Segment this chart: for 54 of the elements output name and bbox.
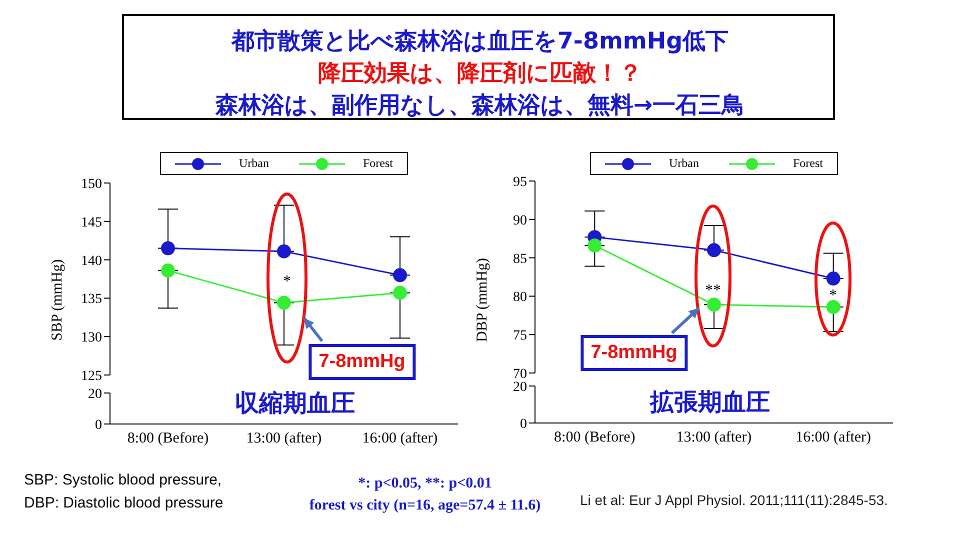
y-tick-label: 90 bbox=[513, 213, 527, 228]
point bbox=[161, 264, 175, 278]
y-tick-label: 75 bbox=[513, 328, 527, 344]
chart-title: 都市散策と比べ森林浴は血圧を7-8mmHg低下 bbox=[231, 28, 729, 56]
point bbox=[161, 241, 175, 256]
y-tick-label: 70 bbox=[513, 366, 527, 382]
text: *: p<0.05, **: p<0.01 bbox=[358, 476, 492, 492]
legend-label: Urban bbox=[239, 156, 269, 171]
y-tick-label: 80 bbox=[513, 290, 527, 306]
point bbox=[707, 298, 721, 312]
annotation: ** bbox=[705, 282, 721, 300]
x-tick-label: 8:00 (Before) bbox=[127, 430, 209, 447]
y-tick-label: 130 bbox=[81, 330, 102, 346]
text: 森林浴は、副作用なし、森林浴は、無料→一石三鳥 bbox=[215, 92, 745, 120]
text: DBP: Diastolic blood pressure bbox=[24, 494, 224, 512]
point bbox=[393, 286, 407, 300]
y-tick-label: 125 bbox=[81, 368, 102, 384]
legend-label: Urban bbox=[669, 156, 699, 171]
legend-label: Forest bbox=[363, 156, 393, 171]
annotation: * bbox=[283, 273, 291, 291]
point bbox=[826, 300, 840, 314]
y-tick-label: 0 bbox=[520, 416, 527, 432]
x-tick-label: 13:00 (after) bbox=[676, 430, 752, 446]
annotation: * bbox=[829, 287, 837, 305]
annotation: 7-8mmHg bbox=[580, 335, 688, 371]
y-axis-title: DBP (mmHg) bbox=[474, 258, 492, 342]
text: Li et al: Eur J Appl Physiol. 2011;111(11):2845-53. bbox=[580, 492, 888, 508]
y-tick-label: 20 bbox=[513, 380, 527, 395]
x-tick-label: 16:00 (after) bbox=[362, 430, 438, 447]
y-tick-label: 150 bbox=[81, 176, 102, 192]
annotation: 拡張期血圧 bbox=[650, 387, 770, 418]
point bbox=[707, 243, 721, 258]
text: SBP: Systolic blood pressure, bbox=[24, 472, 222, 488]
annotation: 収縮期血圧 bbox=[235, 388, 355, 419]
y-tick-label: 0 bbox=[95, 418, 102, 433]
point bbox=[826, 272, 840, 286]
y-tick-label: 145 bbox=[81, 215, 102, 230]
y-tick-label: 85 bbox=[513, 252, 527, 267]
point bbox=[277, 296, 291, 310]
y-tick-label: 140 bbox=[81, 254, 102, 269]
x-tick-label: 8:00 (Before) bbox=[554, 430, 636, 446]
x-tick-label: 16:00 (after) bbox=[796, 430, 872, 446]
point bbox=[393, 268, 407, 282]
text: forest vs city (n=16, age=57.4 ± 11.6) bbox=[309, 498, 541, 514]
y-axis-title: SBP (mmHg) bbox=[50, 259, 66, 341]
legend-label: Forest bbox=[793, 156, 823, 171]
x-tick-label: 13:00 (after) bbox=[246, 430, 322, 447]
point bbox=[277, 244, 291, 258]
point bbox=[588, 238, 602, 253]
y-tick-label: 95 bbox=[513, 174, 527, 190]
annotation: 7-8mmHg bbox=[308, 344, 416, 380]
y-tick-label: 20 bbox=[88, 386, 102, 402]
y-tick-label: 135 bbox=[81, 292, 102, 308]
chart-subtitle: 降圧効果は、降圧剤に匹敵！？ bbox=[318, 60, 642, 88]
